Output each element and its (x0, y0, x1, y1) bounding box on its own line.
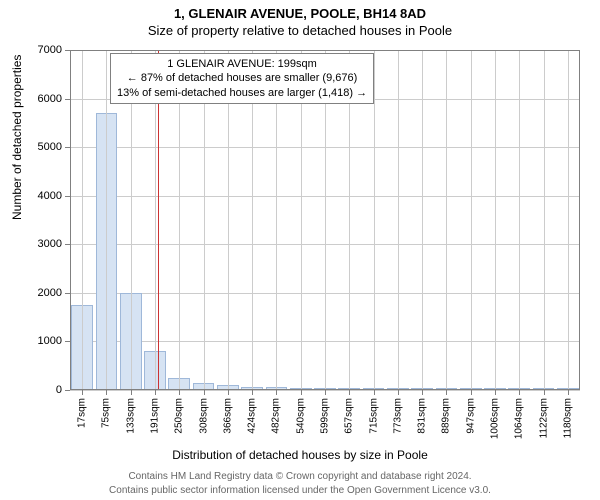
xtick-label: 1006sqm (490, 398, 501, 439)
ytick-label: 2000 (0, 287, 62, 299)
xtick-label: 889sqm (441, 398, 452, 434)
xtick-label: 250sqm (174, 398, 185, 434)
xtick-mark (374, 390, 375, 395)
xtick-mark (544, 390, 545, 395)
xtick-mark (276, 390, 277, 395)
grid-line (398, 50, 399, 390)
chart-subtitle: Size of property relative to detached ho… (0, 21, 600, 38)
xtick-label: 1064sqm (514, 398, 525, 439)
xtick-mark (106, 390, 107, 395)
xtick-mark (446, 390, 447, 395)
footer-licence: Contains public sector information licen… (0, 485, 600, 496)
grid-line (106, 50, 107, 390)
xtick-label: 773sqm (392, 398, 403, 434)
xtick-label: 17sqm (77, 398, 88, 428)
ytick-mark (65, 196, 70, 197)
ytick-label: 7000 (0, 44, 62, 56)
xtick-mark (155, 390, 156, 395)
annotation-line: 13% of semi-detached houses are larger (… (117, 86, 367, 100)
xtick-mark (471, 390, 472, 395)
grid-line (471, 50, 472, 390)
ytick-label: 0 (0, 384, 62, 396)
xtick-label: 133sqm (125, 398, 136, 434)
xtick-mark (301, 390, 302, 395)
xtick-label: 1180sqm (562, 398, 573, 438)
xtick-mark (131, 390, 132, 395)
grid-line (544, 50, 545, 390)
ytick-mark (65, 50, 70, 51)
grid-line (82, 50, 83, 390)
annotation-line: ← 87% of detached houses are smaller (9,… (117, 71, 367, 85)
xtick-label: 831sqm (417, 398, 428, 434)
xtick-label: 715sqm (368, 398, 379, 434)
xtick-label: 482sqm (271, 398, 282, 434)
ytick-mark (65, 293, 70, 294)
xtick-label: 308sqm (198, 398, 209, 434)
xtick-mark (82, 390, 83, 395)
ytick-mark (65, 147, 70, 148)
xtick-mark (204, 390, 205, 395)
xtick-mark (422, 390, 423, 395)
chart-container: 1, GLENAIR AVENUE, POOLE, BH14 8AD Size … (0, 0, 600, 500)
xtick-mark (398, 390, 399, 395)
ytick-mark (65, 341, 70, 342)
xtick-label: 191sqm (150, 398, 161, 434)
ytick-label: 4000 (0, 190, 62, 202)
ytick-label: 3000 (0, 238, 62, 250)
xtick-label: 424sqm (247, 398, 258, 434)
ytick-mark (65, 390, 70, 391)
ytick-mark (65, 244, 70, 245)
xtick-label: 540sqm (295, 398, 306, 434)
footer-copyright: Contains HM Land Registry data © Crown c… (0, 471, 600, 482)
ytick-mark (65, 99, 70, 100)
xtick-label: 1122sqm (538, 398, 549, 438)
xtick-label: 947sqm (465, 398, 476, 434)
ytick-label: 6000 (0, 93, 62, 105)
xtick-mark (252, 390, 253, 395)
xtick-mark (228, 390, 229, 395)
xtick-label: 657sqm (344, 398, 355, 434)
xtick-label: 75sqm (101, 398, 112, 428)
ytick-label: 5000 (0, 141, 62, 153)
annotation-line: 1 GLENAIR AVENUE: 199sqm (117, 57, 367, 71)
annotation-box: 1 GLENAIR AVENUE: 199sqm← 87% of detache… (110, 53, 374, 104)
xtick-mark (179, 390, 180, 395)
xtick-mark (495, 390, 496, 395)
xtick-label: 366sqm (222, 398, 233, 434)
grid-line (568, 50, 569, 390)
grid-line (422, 50, 423, 390)
grid-line (446, 50, 447, 390)
grid-line (519, 50, 520, 390)
plot-area: 1 GLENAIR AVENUE: 199sqm← 87% of detache… (70, 50, 580, 390)
chart-title: 1, GLENAIR AVENUE, POOLE, BH14 8AD (0, 0, 600, 21)
x-axis-label: Distribution of detached houses by size … (0, 448, 600, 462)
ytick-label: 1000 (0, 335, 62, 347)
grid-line (495, 50, 496, 390)
xtick-mark (568, 390, 569, 395)
xtick-mark (325, 390, 326, 395)
xtick-mark (349, 390, 350, 395)
xtick-mark (519, 390, 520, 395)
xtick-label: 599sqm (320, 398, 331, 434)
